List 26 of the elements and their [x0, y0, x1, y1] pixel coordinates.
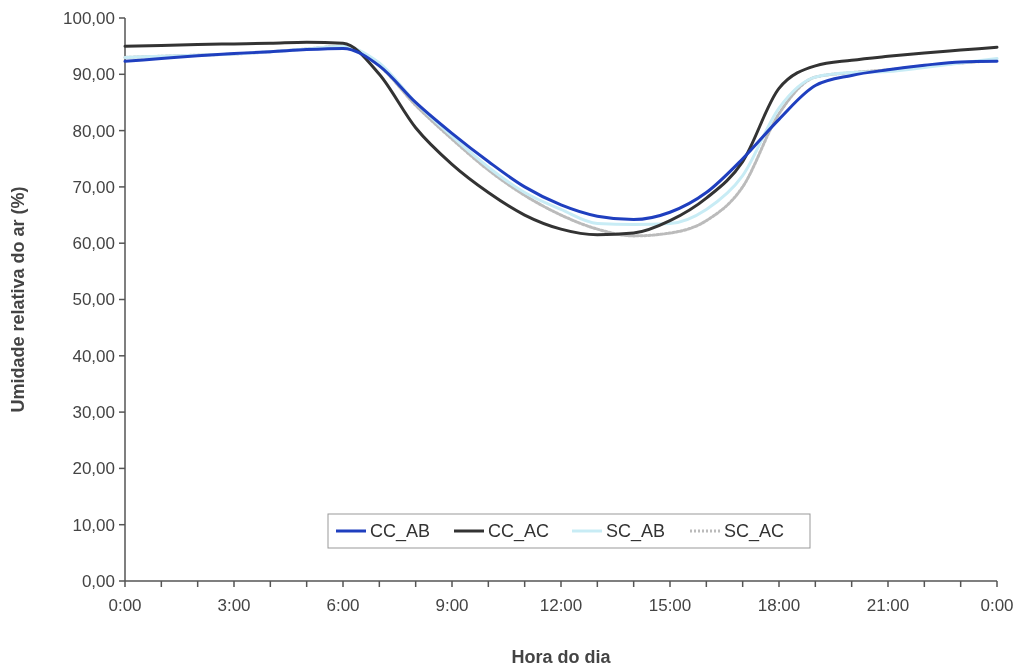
y-tick-label: 80,00 — [72, 121, 115, 141]
x-tick-label: 0:00 — [980, 596, 1014, 615]
legend-label: SC_AC — [724, 521, 785, 543]
x-tick-label: 3:00 — [217, 596, 251, 615]
x-tick-label: 6:00 — [326, 596, 360, 615]
y-tick-label: 30,00 — [72, 403, 115, 423]
y-tick-label: 100,00 — [63, 8, 115, 28]
x-tick-label: 15:00 — [648, 596, 692, 615]
y-axis-title: Umidade relativa do ar (%) — [8, 186, 28, 413]
y-tick-label: 10,00 — [72, 515, 115, 535]
y-tick-label: 20,00 — [72, 459, 115, 479]
y-tick-label: 60,00 — [72, 234, 115, 254]
x-tick-label: 12:00 — [539, 596, 583, 615]
legend-label: CC_AC — [488, 521, 550, 543]
y-tick-label: 0,00 — [81, 571, 115, 591]
x-axis-title: Hora do dia — [511, 647, 612, 667]
legend-label: SC_AB — [606, 521, 666, 543]
x-tick-label: 18:00 — [757, 596, 801, 615]
y-tick-label: 40,00 — [72, 346, 115, 366]
y-tick-label: 70,00 — [72, 177, 115, 197]
x-tick-label: 21:00 — [866, 596, 910, 615]
y-tick-label: 90,00 — [72, 65, 115, 85]
y-tick-label: 50,00 — [72, 290, 115, 310]
x-tick-label: 0:00 — [108, 596, 142, 615]
x-tick-label: 9:00 — [435, 596, 469, 615]
legend-label: CC_AB — [370, 521, 431, 543]
